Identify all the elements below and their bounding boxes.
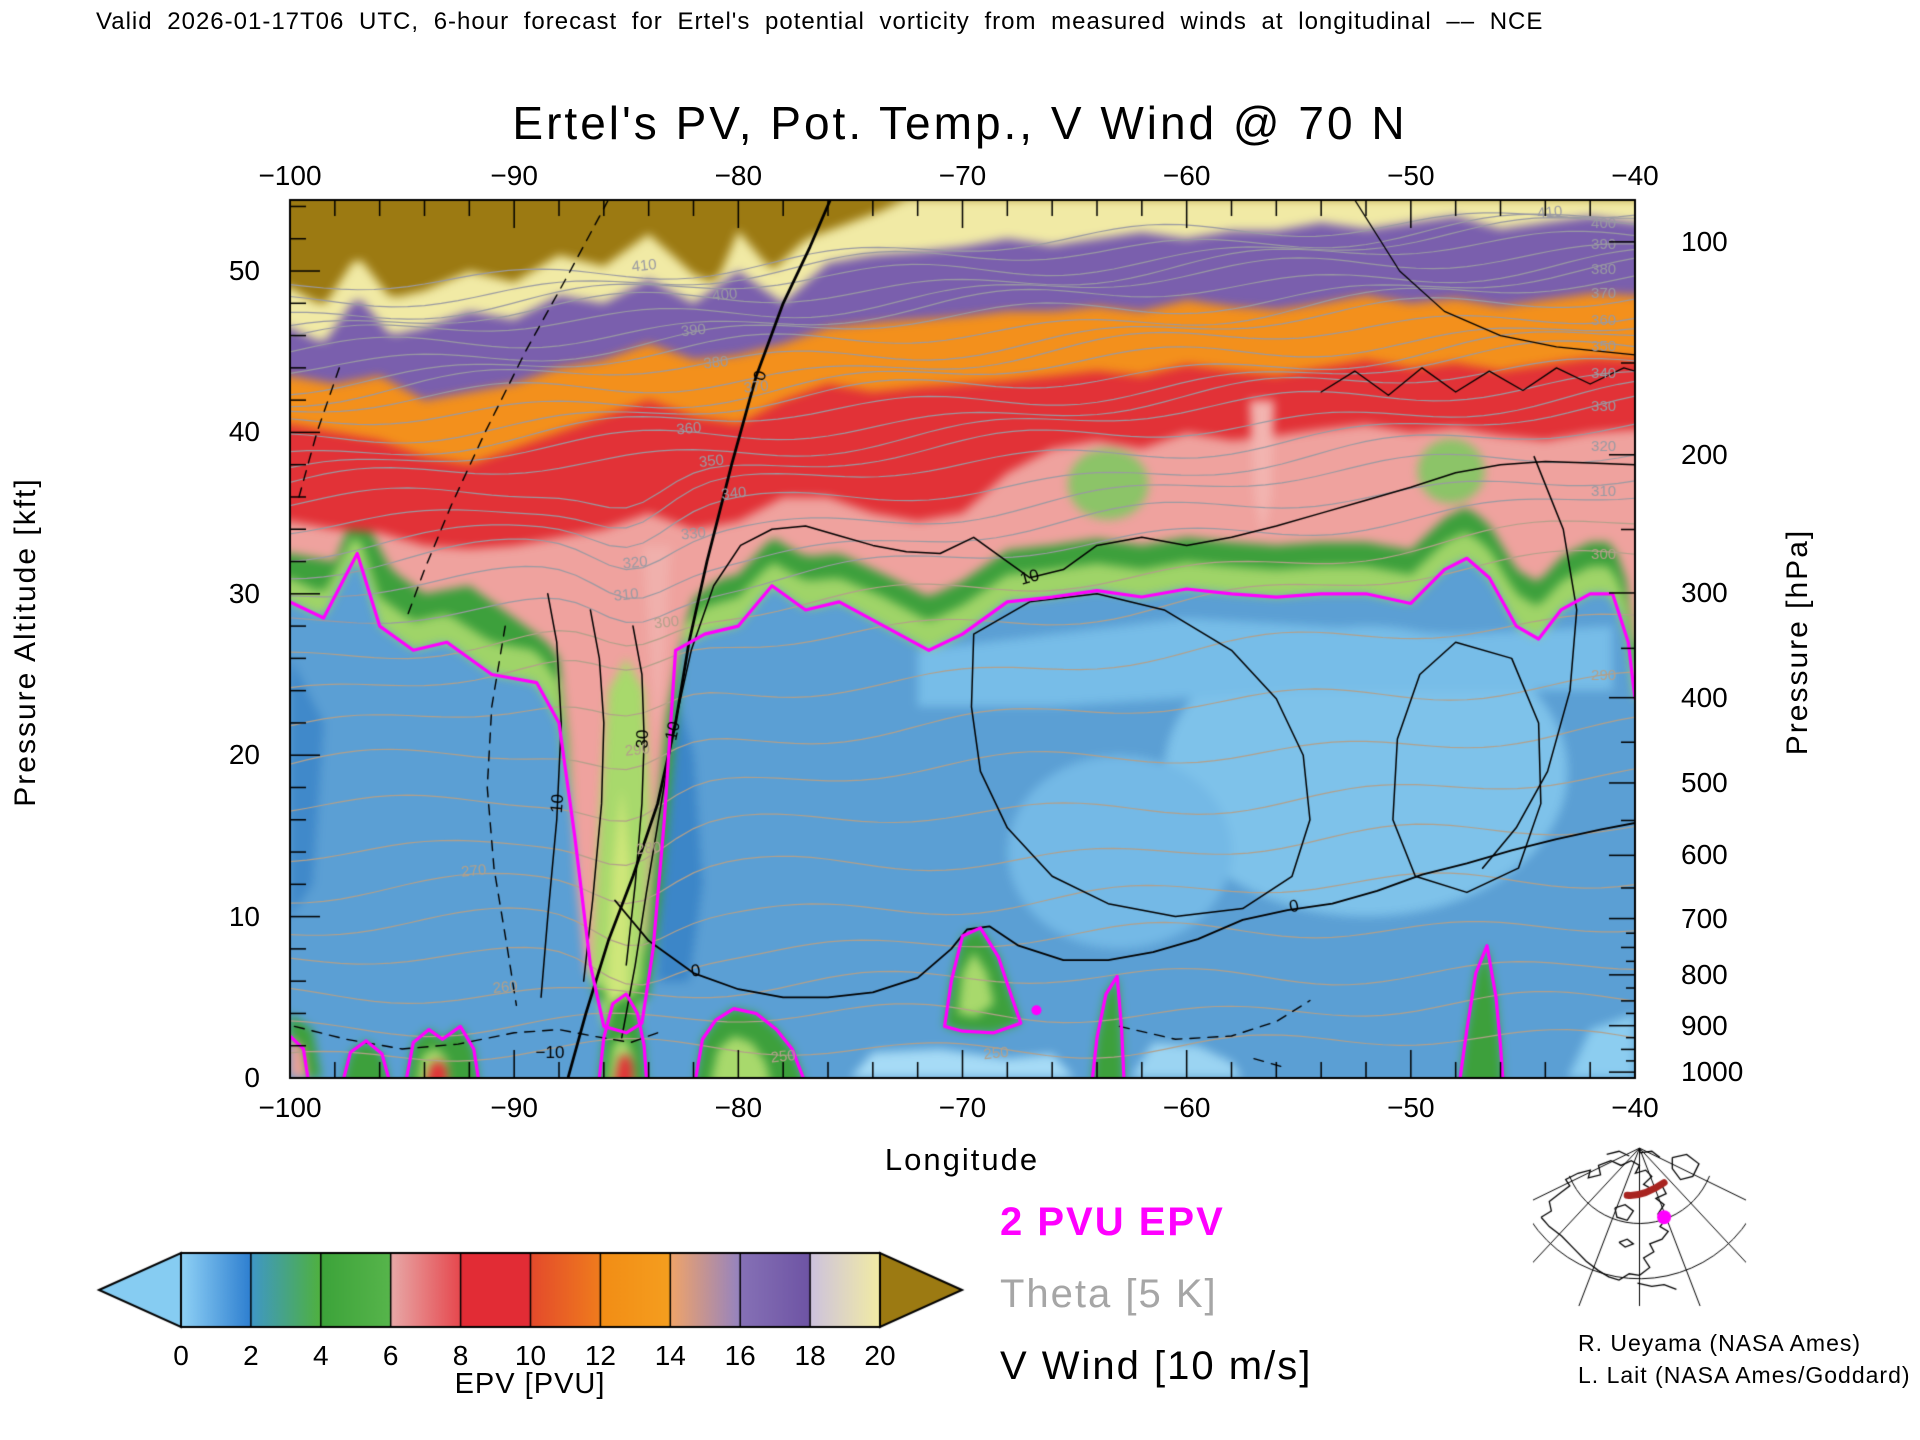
- x-axis-title: Longitude: [884, 1142, 1040, 1177]
- y-axis-right-title: Pressure [hPa]: [1781, 528, 1814, 756]
- y-right-tick-700: 700: [1681, 902, 1728, 934]
- colorbar-tick-10: 10: [514, 1340, 547, 1371]
- x-bottom-tick--100: −100: [258, 1092, 322, 1123]
- y-left-tick-40: 40: [228, 416, 260, 448]
- x-bottom-tick--40: −40: [1611, 1092, 1659, 1123]
- colorbar-tick-18: 18: [794, 1340, 826, 1371]
- colorbar-tick-20: 20: [864, 1340, 896, 1371]
- x-bottom-tick--50: −50: [1387, 1092, 1435, 1123]
- x-bottom-tick--80: −80: [714, 1092, 763, 1123]
- y-right-tick-500: 500: [1681, 766, 1728, 798]
- x-bottom-tick--70: −70: [938, 1092, 987, 1123]
- y-right-tick-600: 600: [1681, 839, 1728, 871]
- x-top-tick--80: −80: [714, 160, 763, 191]
- colorbar-tick-2: 2: [243, 1340, 259, 1371]
- x-bottom-tick--90: −90: [490, 1092, 538, 1123]
- credit-line-1: R. Ueyama (NASA Ames): [1578, 1330, 1862, 1356]
- y-left-tick-0: 0: [244, 1062, 260, 1093]
- y-right-tick-100: 100: [1681, 225, 1728, 257]
- colorbar-tick-12: 12: [584, 1340, 616, 1371]
- y-axis-left-title: Pressure Altitude [kft]: [9, 477, 42, 807]
- colorbar-tick-16: 16: [724, 1340, 756, 1371]
- y-left-tick-20: 20: [228, 739, 260, 771]
- y-right-tick-1000: 1000: [1681, 1056, 1744, 1088]
- x-top-tick--40: −40: [1611, 160, 1659, 191]
- legend-2pvu-epv: 2 PVU EPV: [1000, 1200, 1225, 1244]
- credit-line-2: L. Lait (NASA Ames/Goddard): [1578, 1362, 1911, 1388]
- colorbar-tick-6: 6: [382, 1340, 399, 1371]
- y-right-tick-800: 800: [1681, 958, 1728, 990]
- legend-theta: Theta [5 K]: [1000, 1272, 1218, 1316]
- y-right-tick-200: 200: [1681, 438, 1728, 470]
- y-right-tick-900: 900: [1681, 1009, 1728, 1041]
- page-title: Ertel's PV, Pot. Temp., V Wind @ 70 N: [512, 97, 1408, 149]
- colorbar-tick-14: 14: [654, 1340, 686, 1371]
- x-top-tick--70: −70: [938, 160, 987, 191]
- colorbar-tick-0: 0: [173, 1340, 189, 1371]
- x-bottom-tick--60: −60: [1162, 1092, 1211, 1123]
- y-right-tick-300: 300: [1681, 576, 1728, 608]
- colorbar-tick-8: 8: [452, 1340, 469, 1371]
- x-top-tick--90: −90: [490, 160, 538, 191]
- x-top-tick--50: −50: [1387, 160, 1435, 191]
- y-right-tick-400: 400: [1681, 681, 1728, 713]
- y-left-tick-30: 30: [228, 577, 260, 609]
- y-left-tick-10: 10: [228, 900, 260, 932]
- colorbar-title: EPV [PVU]: [454, 1368, 606, 1400]
- colorbar-tick-4: 4: [313, 1340, 329, 1371]
- x-top-tick--100: −100: [258, 160, 322, 191]
- y-left-tick-50: 50: [228, 255, 260, 286]
- legend-v-wind: V Wind [10 m/s]: [1000, 1344, 1313, 1388]
- validity-line: Valid 2026-01-17T06 UTC, 6-hour forecast…: [96, 8, 1544, 35]
- x-top-tick--60: −60: [1162, 160, 1211, 191]
